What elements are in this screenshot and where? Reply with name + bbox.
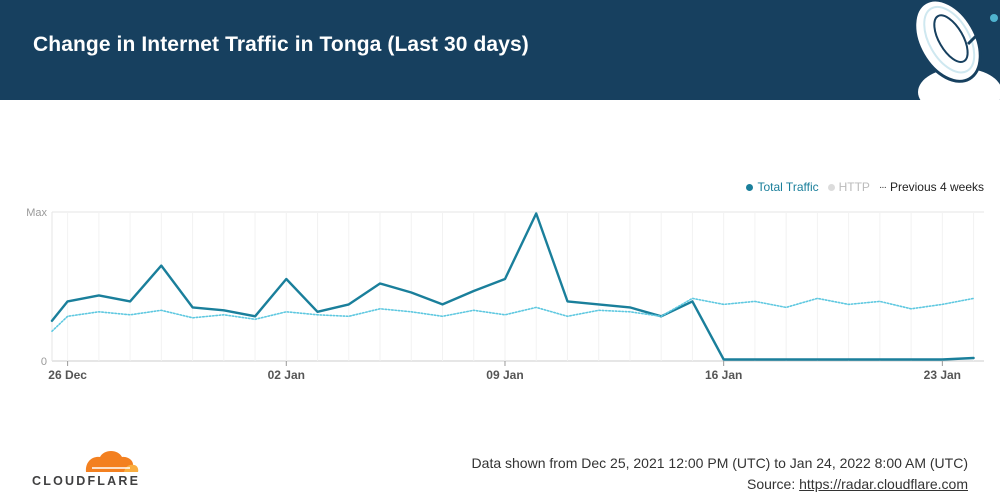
x-tick-label: 02 Jan — [268, 368, 305, 382]
series-line-total — [50, 212, 975, 361]
chart-legend: Total Traffic HTTP ··· Previous 4 weeks — [746, 180, 984, 194]
legend-http-label: HTTP — [838, 180, 870, 194]
satellite-dish-icon — [913, 0, 1000, 100]
date-range-text: Data shown from Dec 25, 2021 12:00 PM (U… — [471, 455, 968, 471]
legend-previous-label: Previous 4 weeks — [889, 180, 984, 194]
y-tick-label: Max — [26, 207, 47, 219]
x-tick-label: 26 Dec — [48, 368, 87, 382]
x-tick-label: 16 Jan — [705, 368, 742, 382]
x-tick-label: 09 Jan — [486, 368, 523, 382]
legend-item-total[interactable]: Total Traffic — [746, 180, 819, 194]
x-tick-label: 23 Jan — [924, 368, 961, 382]
chart-footer: Data shown from Dec 25, 2021 12:00 PM (U… — [472, 453, 968, 495]
legend-total-dot-icon — [746, 183, 754, 191]
series-line-previous — [51, 297, 975, 332]
source-label: Source: — [746, 476, 796, 492]
page-title: Change in Internet Traffic in Tonga (Las… — [33, 33, 529, 56]
cloudflare-cloud-icon — [85, 451, 139, 472]
source-link[interactable]: https://radar.cloudflare.com — [799, 476, 968, 492]
header-banner: Change in Internet Traffic in Tonga (Las… — [0, 0, 1000, 100]
legend-item-previous[interactable]: ··· Previous 4 weeks — [879, 180, 984, 194]
y-tick-label: 0 — [41, 356, 47, 368]
legend-total-label: Total Traffic — [757, 180, 819, 194]
brand-wordmark: CLOUDFLARE — [32, 474, 141, 488]
traffic-chart: 0 Max 26 Dec 02 Jan 09 Jan 16 Jan 23 Jan — [26, 207, 984, 382]
legend-item-http[interactable]: HTTP — [827, 180, 870, 194]
legend-previous-dots-icon: ··· — [878, 181, 887, 193]
legend-http-dot-icon — [827, 183, 835, 191]
